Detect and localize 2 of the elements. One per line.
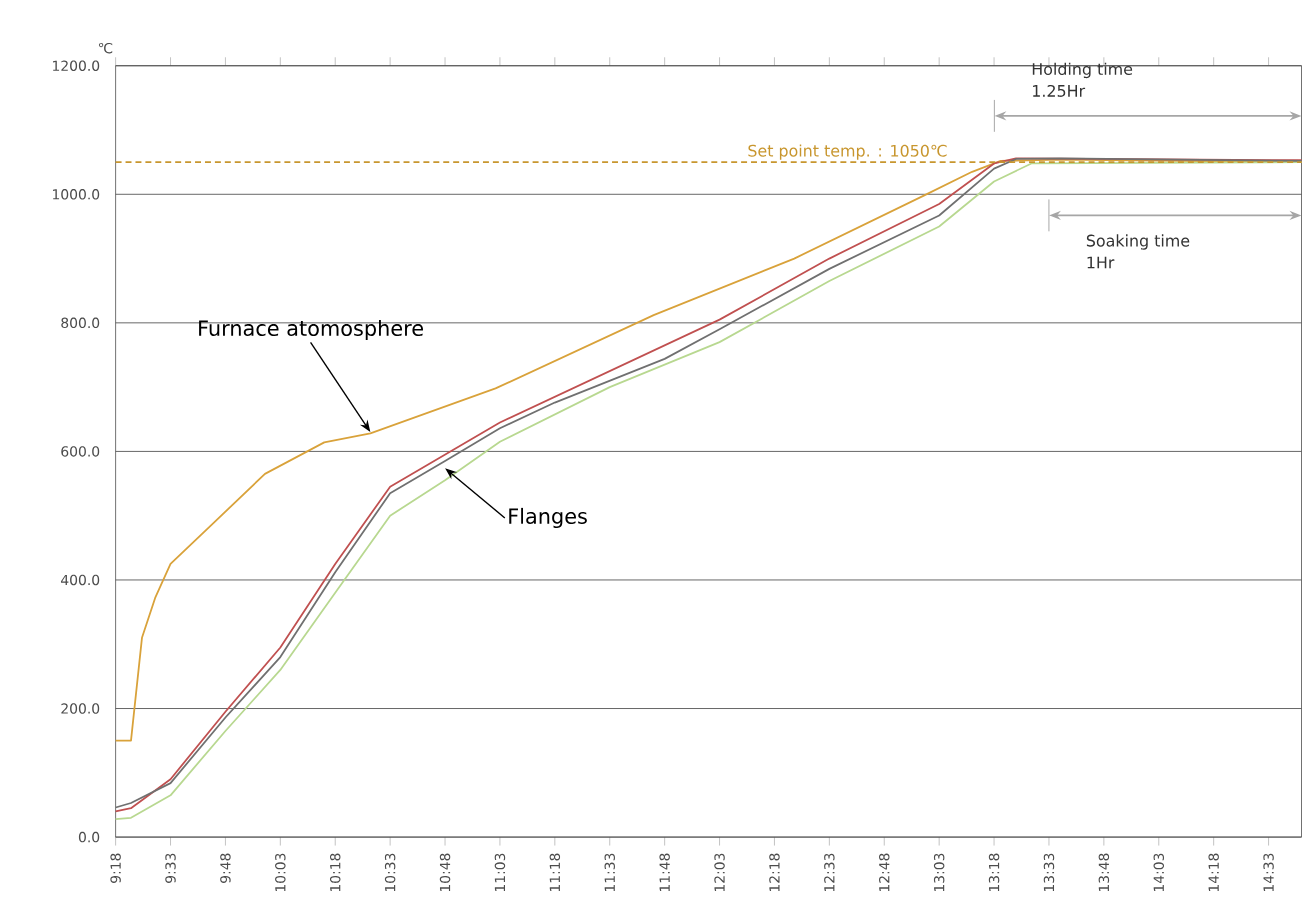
annotation: Furnace atomosphere [199, 319, 423, 340]
annotation: Flanges [509, 507, 587, 528]
